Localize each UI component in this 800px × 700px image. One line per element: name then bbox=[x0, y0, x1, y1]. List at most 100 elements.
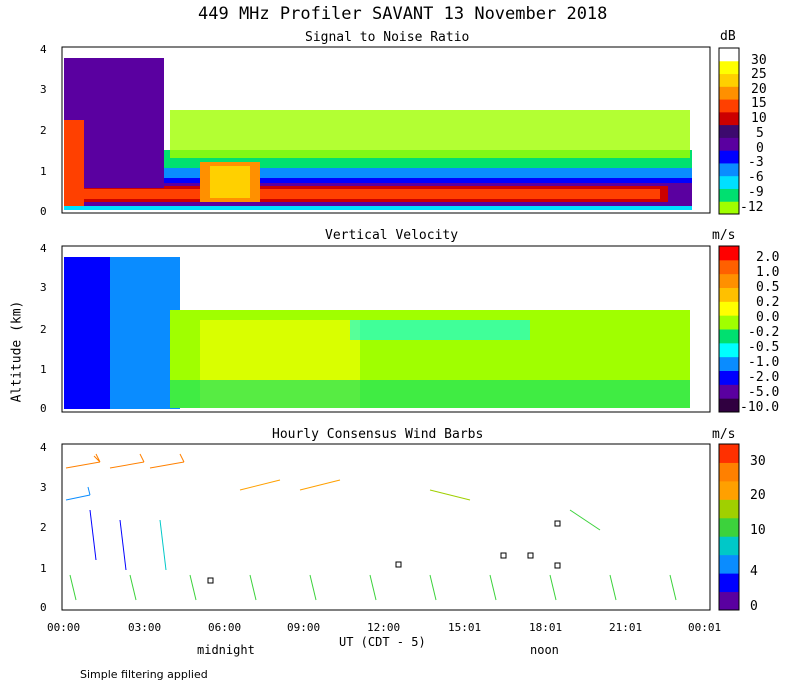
figure-title: 449 MHz Profiler SAVANT 13 November 2018 bbox=[198, 4, 608, 24]
snr-ytick-4: 4 bbox=[40, 43, 47, 56]
vv-colorbar-swatch bbox=[719, 246, 739, 261]
snr-cb-label: 30 bbox=[751, 53, 767, 68]
snr-panel-frame bbox=[61, 46, 711, 214]
vv-ytick-0: 0 bbox=[40, 402, 47, 415]
snr-field bbox=[64, 58, 692, 210]
vv-panel-frame bbox=[61, 245, 711, 413]
vv-cb-label: -10.0 bbox=[740, 400, 780, 415]
xtick-4: 12:00 bbox=[367, 621, 401, 634]
snr-colorbar-swatch bbox=[719, 111, 739, 126]
snr-colorbar-swatch bbox=[719, 86, 739, 100]
snr-colorbar bbox=[718, 47, 740, 215]
wind-colorbar-swatch bbox=[719, 499, 739, 519]
vv-cb-label: 2.0 bbox=[756, 250, 780, 265]
xtick-1: 03:00 bbox=[128, 621, 162, 634]
snr-cb-label: -9 bbox=[748, 185, 764, 200]
snr-colorbar-swatch bbox=[719, 162, 739, 177]
wind-ytick-2: 2 bbox=[40, 521, 47, 534]
snr-cb-label: 10 bbox=[751, 111, 767, 126]
wind-colorbar-swatch bbox=[719, 444, 739, 463]
vv-colorbar-swatch bbox=[719, 301, 739, 316]
vv-colorbar-swatch bbox=[719, 273, 739, 288]
vv-colorbar-swatch bbox=[719, 342, 739, 358]
snr-cb-label: 15 bbox=[751, 96, 767, 111]
vv-cb-label: -5.0 bbox=[748, 385, 780, 400]
wind-colorbar bbox=[718, 443, 740, 611]
vv-cb-label: 0.0 bbox=[756, 310, 780, 325]
snr-cb-label: 25 bbox=[751, 67, 767, 82]
vv-colorbar bbox=[718, 245, 740, 413]
vv-cb-label: 0.5 bbox=[756, 280, 780, 295]
vv-colorbar-swatch bbox=[719, 287, 739, 302]
snr-cb-label: -6 bbox=[748, 170, 764, 185]
vv-ytick-1: 1 bbox=[40, 363, 47, 376]
snr-colorbar-swatch bbox=[719, 150, 739, 164]
vv-colorbar-swatch bbox=[719, 398, 739, 413]
snr-ytick-2: 2 bbox=[40, 124, 47, 137]
wind-colorbar-swatch bbox=[719, 591, 739, 611]
vv-ytick-2: 2 bbox=[40, 323, 47, 336]
snr-colorbar-swatch bbox=[719, 175, 739, 189]
wind-panel-frame bbox=[61, 443, 711, 611]
xtick-6: 18:01 bbox=[529, 621, 563, 634]
snr-colorbar-swatch bbox=[719, 60, 739, 75]
vv-cb-label: 1.0 bbox=[756, 265, 780, 280]
snr-cb-unit: dB bbox=[720, 29, 736, 44]
x-axis-label: UT (CDT - 5) bbox=[339, 635, 426, 649]
xtick-5: 15:01 bbox=[448, 621, 482, 634]
wind-cb-label: 4 bbox=[750, 564, 758, 579]
wind-ytick-4: 4 bbox=[40, 441, 47, 454]
vv-colorbar-swatch bbox=[719, 315, 739, 330]
vv-cb-label: -0.2 bbox=[748, 325, 780, 340]
snr-ytick-3: 3 bbox=[40, 83, 47, 96]
wind-cb-label: 20 bbox=[750, 488, 766, 503]
wind-colorbar-swatch bbox=[719, 480, 739, 500]
wind-colorbar-swatch bbox=[719, 462, 739, 482]
wind-colorbar-swatch bbox=[719, 536, 739, 556]
vv-cb-label: -2.0 bbox=[748, 370, 780, 385]
vv-field bbox=[64, 257, 690, 409]
noon-label: noon bbox=[530, 643, 559, 657]
wind-cb-label: 10 bbox=[750, 523, 766, 538]
wind-cb-label: 30 bbox=[750, 454, 766, 469]
xtick-2: 06:00 bbox=[208, 621, 242, 634]
midnight-label: midnight bbox=[197, 643, 255, 657]
snr-ytick-0: 0 bbox=[40, 205, 47, 218]
vv-cb-label: -1.0 bbox=[748, 355, 780, 370]
wind-panel-title: Hourly Consensus Wind Barbs bbox=[272, 427, 484, 442]
xtick-3: 09:00 bbox=[287, 621, 321, 634]
vv-colorbar-swatch bbox=[719, 384, 739, 399]
snr-colorbar-swatch bbox=[719, 99, 739, 113]
snr-cb-label: 0 bbox=[756, 141, 764, 156]
snr-cb-label: 5 bbox=[756, 126, 764, 141]
xtick-0: 00:00 bbox=[47, 621, 81, 634]
wind-colorbar-swatch bbox=[719, 554, 739, 574]
snr-cb-label: 20 bbox=[751, 82, 767, 97]
vv-cb-unit: m/s bbox=[712, 228, 736, 243]
vv-colorbar-swatch bbox=[719, 356, 739, 371]
wind-colorbar-swatch bbox=[719, 573, 739, 593]
snr-cb-label: -12 bbox=[740, 200, 764, 215]
wind-ytick-3: 3 bbox=[40, 481, 47, 494]
vv-cb-label: 0.2 bbox=[756, 295, 780, 310]
snr-colorbar-swatch bbox=[719, 188, 739, 202]
vv-panel-title: Vertical Velocity bbox=[325, 228, 459, 243]
snr-panel-title: Signal to Noise Ratio bbox=[305, 30, 470, 45]
wind-barbs bbox=[65, 453, 677, 601]
snr-colorbar-swatch bbox=[719, 73, 739, 87]
snr-colorbar-swatch bbox=[719, 137, 739, 151]
snr-ytick-1: 1 bbox=[40, 165, 47, 178]
vv-ytick-3: 3 bbox=[40, 281, 47, 294]
wind-cb-label: 0 bbox=[750, 599, 758, 614]
wind-cb-unit: m/s bbox=[712, 427, 736, 442]
wind-ytick-1: 1 bbox=[40, 562, 47, 575]
wind-colorbar-swatch bbox=[719, 517, 739, 537]
vv-ytick-4: 4 bbox=[40, 242, 47, 255]
xtick-8: 00:01 bbox=[688, 621, 722, 634]
vv-colorbar-swatch bbox=[719, 259, 739, 275]
vv-colorbar-swatch bbox=[719, 329, 739, 344]
vv-colorbar-swatch bbox=[719, 370, 739, 385]
snr-colorbar-swatch bbox=[719, 201, 739, 215]
snr-colorbar-swatch bbox=[719, 124, 739, 138]
